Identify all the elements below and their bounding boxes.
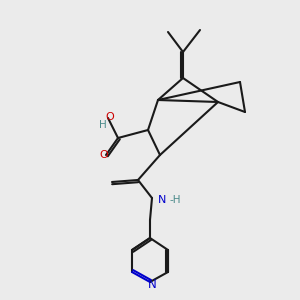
Text: N: N [148, 278, 156, 290]
Text: O: O [100, 150, 108, 160]
Text: O: O [106, 112, 114, 122]
Text: N: N [158, 195, 166, 205]
Text: -H: -H [170, 195, 182, 205]
Text: H: H [99, 120, 107, 130]
